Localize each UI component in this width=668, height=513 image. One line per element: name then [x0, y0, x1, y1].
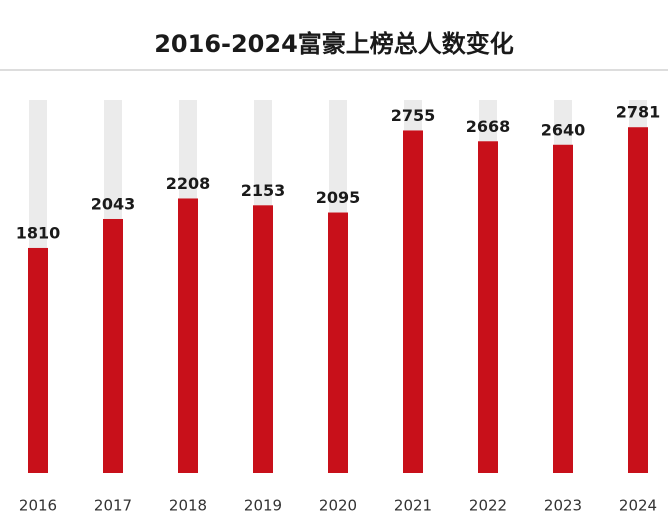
value-label: 2640 [541, 120, 586, 139]
bar [28, 247, 48, 473]
chart-title: 2016-2024富豪上榜总人数变化 [154, 30, 514, 58]
x-tick-label: 2023 [544, 497, 582, 513]
bar [478, 141, 498, 473]
x-tick-label: 2019 [244, 497, 282, 513]
x-tick-label: 2018 [169, 497, 207, 513]
bar [628, 127, 648, 473]
bar [253, 205, 273, 473]
value-label: 2668 [466, 117, 511, 136]
bar [178, 198, 198, 474]
bar [553, 144, 573, 473]
x-tick-label: 2024 [619, 497, 657, 513]
x-tick-label: 2017 [94, 497, 132, 513]
bar [403, 130, 423, 473]
value-label: 1810 [16, 223, 61, 242]
x-tick-label: 2016 [19, 497, 57, 513]
x-tick-label: 2020 [319, 497, 357, 513]
bar [328, 212, 348, 473]
x-tick-label: 2022 [469, 497, 507, 513]
value-label: 2153 [241, 181, 286, 200]
value-label: 2095 [316, 188, 361, 207]
value-label: 2755 [391, 106, 436, 125]
x-tick-label: 2021 [394, 497, 432, 513]
value-label: 2043 [91, 194, 136, 213]
value-label: 2208 [166, 174, 211, 193]
bar [103, 218, 123, 473]
value-label: 2781 [616, 103, 661, 122]
